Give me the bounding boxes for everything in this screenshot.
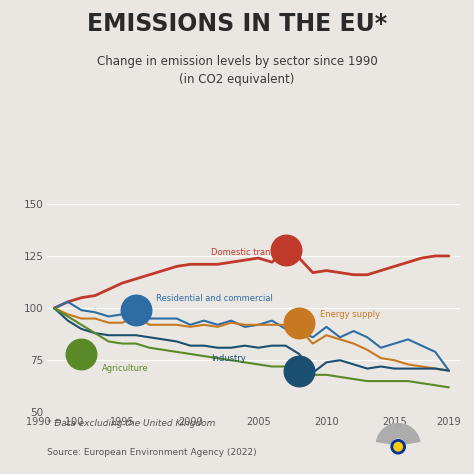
Text: Residential and commercial: Residential and commercial <box>156 294 273 303</box>
Point <box>295 319 303 327</box>
Text: Industry: Industry <box>211 354 246 363</box>
Text: Domestic transport: Domestic transport <box>211 248 292 257</box>
Text: EMISSIONS IN THE EU*: EMISSIONS IN THE EU* <box>87 12 387 36</box>
Circle shape <box>391 440 405 454</box>
Point <box>282 246 289 254</box>
Text: Source: European Environment Agency (2022): Source: European Environment Agency (202… <box>47 448 257 457</box>
Text: Change in emission levels by sector since 1990
(in CO2 equivalent): Change in emission levels by sector sinc… <box>97 55 377 86</box>
Point <box>78 350 85 358</box>
Point <box>132 306 140 314</box>
Text: Agriculture: Agriculture <box>102 364 148 373</box>
Point <box>295 367 303 374</box>
Circle shape <box>394 443 402 451</box>
Text: * Data excluding the United Kingdom: * Data excluding the United Kingdom <box>47 419 216 428</box>
Text: Energy supply: Energy supply <box>319 310 380 319</box>
